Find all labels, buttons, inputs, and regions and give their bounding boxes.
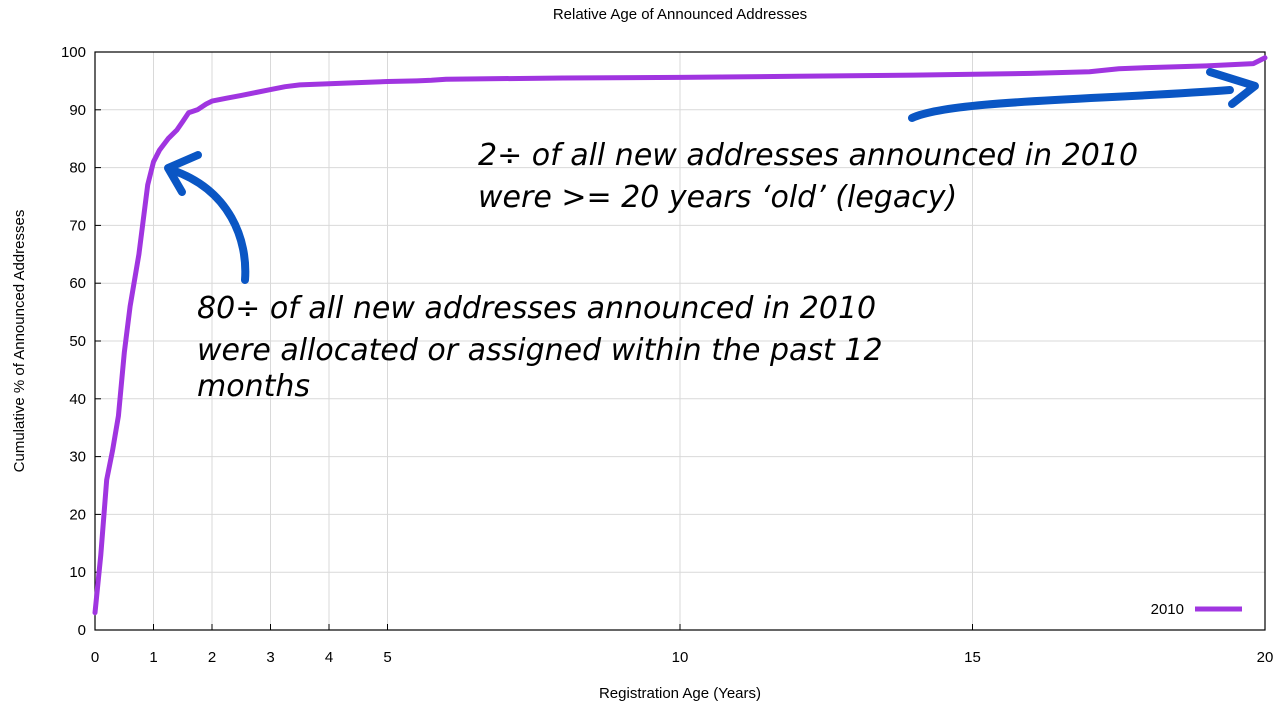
y-tick-label: 80 [69, 160, 86, 177]
annotation-legacy: 2÷ of all new addresses announced in 201… [478, 138, 1138, 215]
x-tick-label: 3 [266, 649, 274, 666]
series-line-2010 [92, 55, 1268, 616]
legend: 2010 [1151, 601, 1242, 618]
y-axis-label: Cumulative % of Announced Addresses [11, 210, 28, 473]
y-tick-label: 20 [69, 506, 86, 523]
y-tick-label: 30 [69, 449, 86, 466]
x-tick-label: 2 [208, 649, 216, 666]
grid [94, 51, 1266, 631]
annotation-recent-line-2: were allocated or assigned within the pa… [197, 333, 883, 368]
legend-label-2010: 2010 [1151, 601, 1184, 618]
y-tick-label: 100 [61, 44, 86, 61]
annotation-legacy-line-1: 2÷ of all new addresses announced in 201… [478, 138, 1138, 173]
annotation-recent: 80÷ of all new addresses announced in 20… [197, 291, 883, 404]
x-axis: 0 1 2 3 4 5 10 15 20 [91, 624, 1274, 666]
x-tick-label: 15 [964, 649, 981, 666]
annotation-arrow-legacy [908, 68, 1259, 122]
x-tick-label: 5 [383, 649, 391, 666]
x-tick-label: 0 [91, 649, 99, 666]
y-tick-label: 10 [69, 564, 86, 581]
x-axis-label: Registration Age (Years) [599, 685, 761, 702]
annotation-arrow-recent [164, 151, 250, 284]
x-tick-label: 10 [672, 649, 689, 666]
y-tick-label: 70 [69, 217, 86, 234]
annotation-legacy-line-2: were >= 20 years ‘old’ (legacy) [478, 180, 957, 215]
y-tick-label: 50 [69, 333, 86, 350]
x-tick-label: 4 [325, 649, 333, 666]
y-axis: 0 10 20 30 40 50 60 70 80 90 100 [61, 44, 101, 639]
x-tick-label: 20 [1257, 649, 1274, 666]
y-tick-label: 90 [69, 102, 86, 119]
annotation-recent-line-3: months [197, 369, 310, 404]
y-tick-label: 40 [69, 391, 86, 408]
x-tick-label: 1 [149, 649, 157, 666]
y-tick-label: 0 [78, 622, 86, 639]
annotation-recent-line-1: 80÷ of all new addresses announced in 20… [197, 291, 876, 326]
chart-title: Relative Age of Announced Addresses [553, 6, 807, 23]
y-tick-label: 60 [69, 275, 86, 292]
